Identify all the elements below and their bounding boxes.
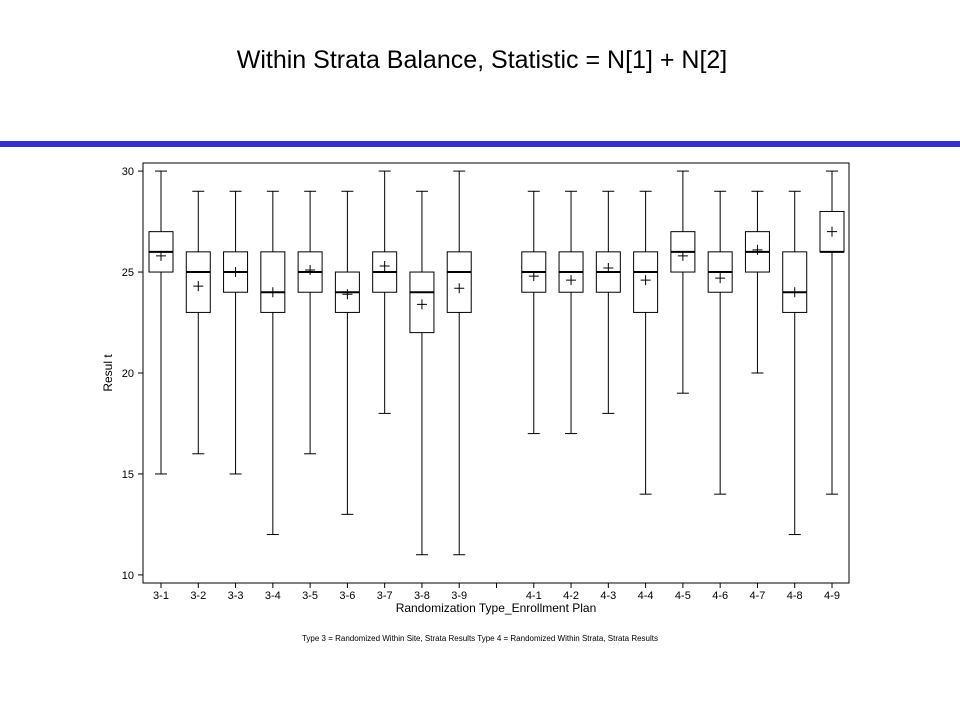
box-group [558, 190, 584, 435]
y-tick-label: 30 [122, 166, 134, 178]
x-tick-label: 3-5 [302, 590, 318, 602]
box [782, 251, 808, 313]
box-group [819, 170, 845, 495]
mean-marker [156, 250, 166, 261]
box-group [185, 190, 211, 455]
y-tick-label: 15 [122, 469, 134, 481]
x-tick-label: 3-3 [228, 590, 244, 602]
banner [0, 141, 960, 147]
x-axis-label: Randomization Type_Enrollment Plan [396, 601, 597, 615]
mean-marker [715, 273, 726, 284]
x-tick-label: 4-7 [749, 590, 765, 602]
mean-marker [193, 281, 204, 292]
x-tick-label: 4-4 [638, 590, 654, 602]
x-tick-label: 3-6 [339, 590, 355, 602]
box-group [372, 170, 398, 414]
x-tick-label: 3-7 [377, 590, 393, 602]
x-tick-label: 4-8 [787, 590, 803, 602]
x-tick-label: 3-2 [190, 590, 206, 602]
box-group [148, 170, 174, 475]
x-tick-label: 4-2 [563, 590, 579, 602]
box-group [595, 190, 621, 414]
mean-marker [454, 283, 465, 294]
mean-marker [305, 265, 316, 276]
y-tick-label: 10 [122, 570, 134, 582]
mean-marker [603, 263, 614, 273]
x-tick-label: 3-1 [153, 590, 169, 602]
box-group [670, 170, 696, 394]
mean-marker [566, 275, 577, 286]
mean-marker [416, 299, 427, 310]
box-group [744, 190, 770, 374]
mean-marker [640, 275, 651, 286]
box-group [707, 190, 733, 495]
box-group [223, 190, 249, 475]
mean-marker [827, 226, 837, 237]
mean-marker [342, 289, 353, 300]
mean-marker [789, 287, 800, 298]
box-group [334, 190, 360, 515]
x-tick-label: 4-9 [824, 590, 840, 602]
plot-frame [142, 162, 850, 584]
x-tick-label: 4-5 [675, 590, 691, 602]
mean-marker [267, 287, 278, 298]
mean-marker [528, 271, 539, 282]
box-group [297, 190, 323, 455]
y-tick-label: 25 [122, 267, 134, 279]
box-group [409, 190, 435, 556]
mean-marker [752, 244, 763, 255]
box-group [260, 190, 286, 536]
x-tick-label: 4-1 [526, 590, 542, 602]
y-axis-label: Resul t [101, 354, 115, 392]
footnote: Type 3 = Randomized Within Site, Strata … [302, 634, 658, 643]
box-group [782, 190, 808, 536]
mean-marker [677, 250, 688, 261]
box-group [633, 190, 659, 495]
x-tick-label: 3-8 [414, 590, 430, 602]
y-tick-label: 20 [122, 368, 134, 380]
box [446, 251, 472, 313]
mean-marker [379, 260, 390, 271]
box [633, 251, 659, 313]
x-tick-label: 3-4 [265, 590, 281, 602]
box-group [521, 190, 547, 435]
chart-title: Within Strata Balance, Statistic = N[1] … [237, 46, 728, 74]
x-tick-label: 4-6 [712, 590, 728, 602]
x-tick-label: 4-3 [600, 590, 616, 602]
x-tick-label: 3-9 [451, 590, 467, 602]
box [260, 251, 286, 313]
box-group [446, 170, 472, 556]
mean-marker [230, 267, 241, 278]
